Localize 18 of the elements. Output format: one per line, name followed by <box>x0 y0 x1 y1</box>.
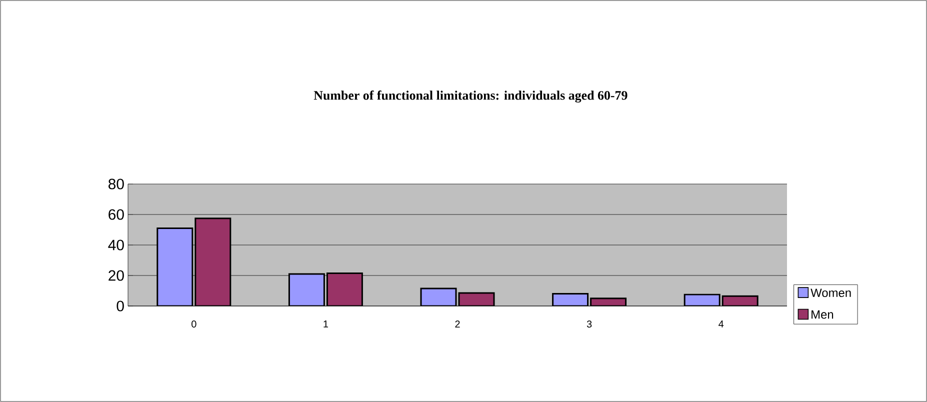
x-tick-label: 0 <box>192 320 196 328</box>
y-tick-label: 60 <box>108 209 124 220</box>
x-tick-label: 2 <box>455 320 460 328</box>
bar <box>156 227 194 306</box>
y-tick-label: 0 <box>116 300 124 312</box>
x-tick-label: 4 <box>718 320 724 328</box>
x-tick-label: 1 <box>324 320 328 328</box>
y-tick-label: 40 <box>108 240 124 250</box>
bar <box>288 273 325 306</box>
y-tick-label: 20 <box>108 270 124 281</box>
chart-title: Number of functional limitations: individuals aged 60-79 <box>314 90 628 103</box>
y-tick-label: 80 <box>108 178 124 190</box>
legend-label: Women <box>810 288 851 298</box>
x-tick-label: 3 <box>586 320 592 328</box>
legend-label: Men <box>812 310 834 319</box>
bar <box>326 272 363 306</box>
bar <box>194 218 232 306</box>
bar <box>420 288 457 306</box>
